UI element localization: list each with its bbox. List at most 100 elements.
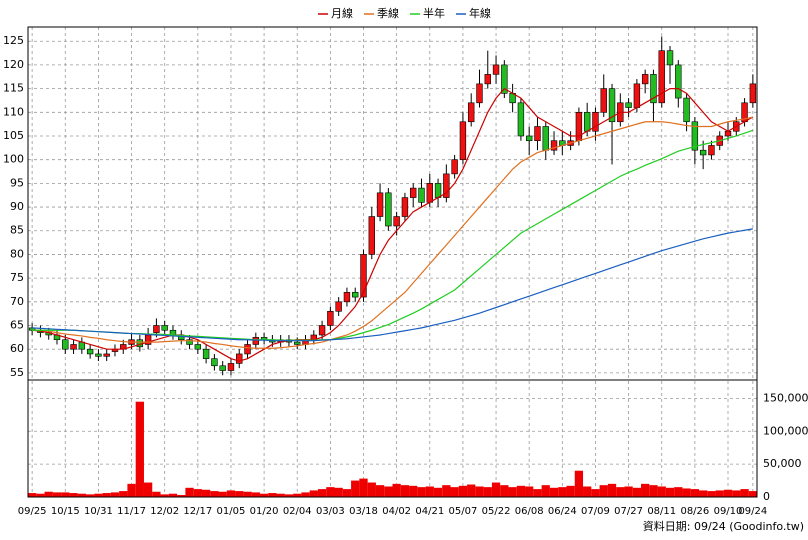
legend-label: 季線	[377, 6, 399, 20]
volume-bar	[732, 490, 741, 497]
volume-bar	[632, 487, 642, 497]
volume-bar	[549, 487, 559, 497]
x-tick-label: 08/26	[680, 506, 709, 517]
volume-bar	[624, 486, 633, 497]
volume-bar	[375, 485, 385, 497]
volume-bar	[566, 485, 575, 497]
y-tick-label: 85	[10, 224, 24, 237]
x-tick-label: 12/17	[183, 506, 212, 517]
volume-bar	[110, 492, 120, 497]
x-tick-label: 10/31	[84, 506, 113, 517]
candle-body	[459, 121, 467, 160]
volume-bar	[475, 486, 484, 497]
volume-bar	[334, 487, 343, 497]
candle-body	[186, 339, 193, 345]
candle-body	[467, 102, 475, 123]
volume-bar	[77, 493, 86, 497]
volume-bar	[748, 491, 757, 497]
volume-bar	[367, 482, 376, 497]
volume-bar	[185, 487, 194, 497]
volume-bar	[284, 494, 294, 497]
volume-bar	[583, 486, 592, 497]
volume-bar	[425, 486, 434, 497]
volume-bar	[85, 494, 95, 497]
volume-bar	[351, 480, 360, 497]
volume-bar	[607, 483, 617, 497]
candle-body	[360, 254, 367, 298]
candle-body	[202, 348, 210, 359]
candle-body	[534, 126, 541, 142]
volume-bar	[226, 490, 236, 497]
candle-body	[699, 149, 707, 156]
candle-body	[219, 365, 226, 371]
y2-tick-label: 100,000	[763, 424, 808, 437]
y2-tick-label: 150,000	[763, 391, 808, 404]
volume-bar	[400, 485, 410, 497]
volume-bar	[467, 484, 476, 497]
volume-bar	[61, 492, 70, 497]
volume-bar	[94, 493, 103, 497]
candle-body	[708, 145, 715, 156]
y-tick-label: 120	[3, 58, 24, 71]
volume-bar	[36, 493, 45, 497]
volume-bar	[384, 486, 393, 497]
volume-bar	[301, 492, 310, 497]
volume-bar	[599, 485, 608, 497]
volume-bar	[359, 478, 368, 497]
x-tick-label: 03/18	[349, 506, 378, 517]
y-tick-label: 125	[3, 34, 24, 47]
candle-body	[393, 216, 400, 227]
volume-bar	[665, 487, 675, 497]
candle-body	[426, 183, 433, 203]
candle-body	[62, 339, 69, 350]
volume-bar	[243, 491, 252, 497]
volume-bar	[458, 485, 468, 497]
legend-label: 半年	[423, 6, 445, 20]
volume-bar	[160, 494, 169, 497]
volume-bar	[533, 489, 542, 497]
candle-body	[227, 363, 235, 371]
volume-bar	[276, 493, 285, 497]
y-tick-label: 90	[10, 200, 24, 213]
candle-body	[675, 64, 682, 99]
candle-body	[352, 292, 359, 298]
candle-body	[194, 344, 202, 350]
y2-tick-label: 0	[763, 490, 770, 503]
candle-body	[525, 135, 533, 142]
volume-bar	[558, 487, 567, 497]
x-tick-label: 06/08	[515, 506, 544, 517]
y-tick-label: 115	[3, 82, 24, 95]
candle-body	[153, 325, 160, 333]
candle-body	[658, 50, 665, 104]
volume-bar	[525, 486, 534, 497]
x-tick-label: 04/21	[415, 506, 444, 517]
volume-bar	[417, 487, 426, 497]
candle-body	[434, 183, 442, 198]
volume-bar	[483, 487, 492, 497]
x-tick-label: 09/24	[738, 506, 767, 517]
candle-body	[86, 348, 94, 355]
candle-body	[683, 97, 690, 123]
volume-bar	[409, 485, 418, 497]
volume-bar	[500, 485, 509, 497]
volume-bar	[657, 486, 666, 497]
legend-label: 月線	[331, 6, 353, 20]
candle-body	[625, 102, 632, 108]
volume-bar	[259, 493, 269, 497]
volume-bar	[723, 489, 733, 497]
candle-body	[476, 83, 483, 104]
volume-bar	[218, 491, 227, 497]
volume-bar	[268, 493, 277, 497]
volume-bar	[201, 489, 211, 497]
volume-bar	[433, 487, 443, 497]
volume-bar	[293, 493, 302, 497]
y-tick-label: 80	[10, 247, 24, 260]
candle-body	[600, 88, 607, 113]
candle-body	[294, 341, 301, 345]
marks	[28, 36, 757, 497]
ma-line	[32, 228, 753, 342]
volume-bar	[682, 488, 691, 497]
candle-body	[550, 140, 558, 151]
volume-bar	[210, 491, 219, 497]
